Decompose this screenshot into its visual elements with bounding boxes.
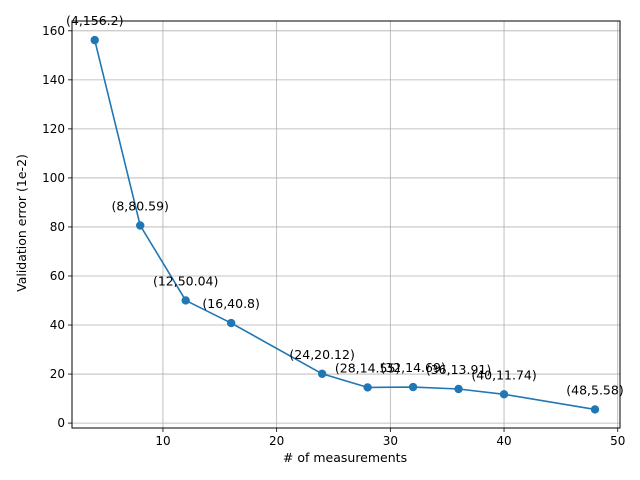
series-line — [93, 39, 596, 411]
y-tick-label: 120 — [42, 122, 65, 136]
data-label: (32,14.69) — [380, 360, 445, 375]
y-tick-label: 20 — [50, 367, 65, 381]
y-tick-label: 0 — [57, 416, 65, 430]
x-tick-label: 10 — [155, 434, 170, 448]
data-point — [136, 221, 145, 230]
series-line-layer — [93, 39, 596, 411]
y-tick-label: 160 — [42, 24, 65, 38]
y-tick-label: 100 — [42, 171, 65, 185]
data-label: (24,20.12) — [289, 347, 354, 362]
data-labels: (4,156.2)(8,80.59)(12,50.04)(16,40.8)(24… — [66, 13, 624, 397]
x-tick-label: 50 — [610, 434, 625, 448]
data-point — [363, 383, 372, 392]
data-points — [90, 35, 600, 414]
y-axis-ticks: 0 20 40 60 80 100 120 140 160 — [42, 24, 72, 430]
data-label: (8,80.59) — [111, 199, 168, 214]
data-point — [590, 405, 600, 414]
y-tick-label: 140 — [42, 73, 65, 87]
x-tick-label: 40 — [496, 434, 511, 448]
plot-frame — [71, 20, 621, 429]
data-label: (12,50.04) — [153, 273, 218, 288]
data-point — [499, 390, 509, 399]
data-point — [317, 369, 327, 378]
data-point — [181, 296, 190, 305]
data-point — [408, 382, 418, 392]
x-tick-label: 20 — [269, 434, 284, 448]
data-label: (16,40.8) — [202, 296, 259, 311]
data-label: (36,13.91) — [426, 362, 491, 377]
data-label: (48,5.58) — [566, 382, 623, 397]
data-point — [226, 318, 236, 328]
grid — [72, 21, 620, 428]
data-label: (40,11.74) — [471, 367, 536, 382]
y-tick-label: 80 — [50, 220, 65, 234]
data-point — [90, 35, 99, 45]
data-label: (28,14.55) — [335, 360, 400, 375]
x-tick-label: 30 — [383, 434, 398, 448]
y-tick-label: 60 — [50, 269, 65, 283]
x-axis-label: # of measurements — [283, 450, 407, 465]
x-axis-ticks: 10 20 30 40 50 — [155, 428, 625, 448]
y-tick-label: 40 — [50, 318, 65, 332]
data-point — [454, 384, 463, 394]
y-axis-label: Validation error (1e-2) — [14, 154, 29, 292]
